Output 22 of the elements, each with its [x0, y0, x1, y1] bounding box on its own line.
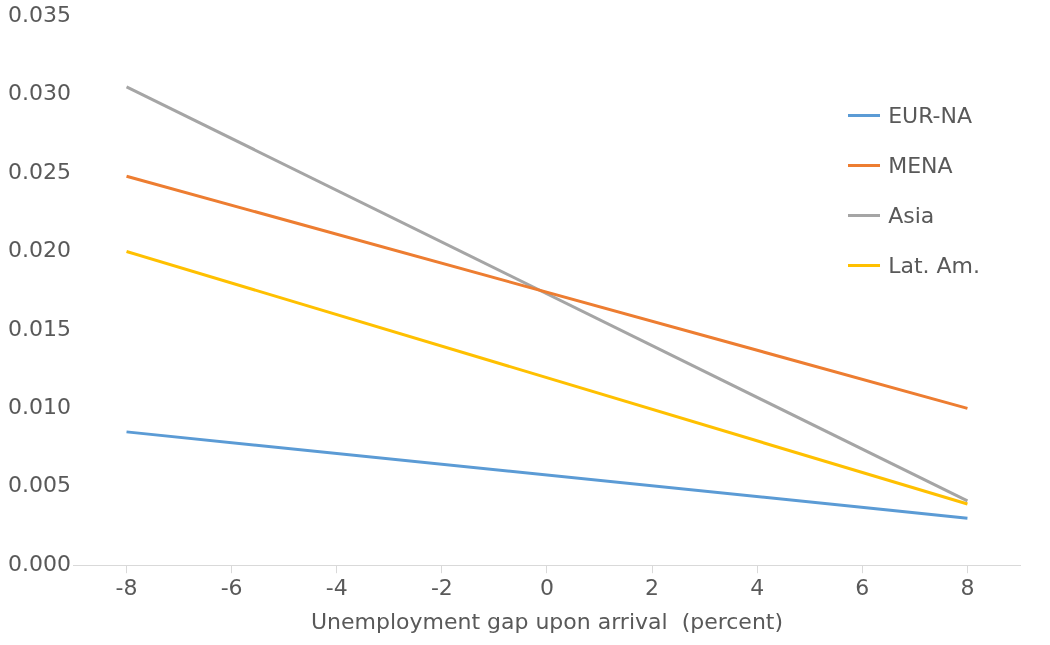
- x-tick-label: -8: [115, 575, 138, 601]
- x-tick-label: -2: [430, 575, 453, 601]
- y-tick-label: 0.035: [8, 1, 71, 27]
- x-tick-label: 2: [645, 575, 660, 601]
- x-tick-label: 8: [960, 575, 975, 601]
- x-tick-label: 4: [750, 575, 765, 601]
- y-tick-label: 0.020: [8, 237, 71, 263]
- x-tick-label: -6: [220, 575, 243, 601]
- legend-label: MENA: [888, 152, 953, 178]
- legend-label: Asia: [888, 202, 935, 228]
- y-tick-label: 0.030: [8, 80, 71, 106]
- x-tick-label: 6: [855, 575, 870, 601]
- y-tick-label: 0.015: [8, 315, 71, 341]
- y-tick-label: 0.005: [8, 472, 71, 498]
- x-tick-label: -4: [325, 575, 348, 601]
- x-axis-title: Unemployment gap upon arrival (percent): [310, 608, 784, 634]
- y-tick-label: 0.010: [8, 394, 71, 420]
- legend-label: EUR-NA: [888, 102, 973, 128]
- y-tick-label: 0.000: [8, 550, 71, 576]
- legend-label: Lat. Am.: [888, 252, 980, 278]
- x-tick-label: 0: [539, 575, 554, 601]
- y-tick-label: 0.025: [8, 158, 71, 184]
